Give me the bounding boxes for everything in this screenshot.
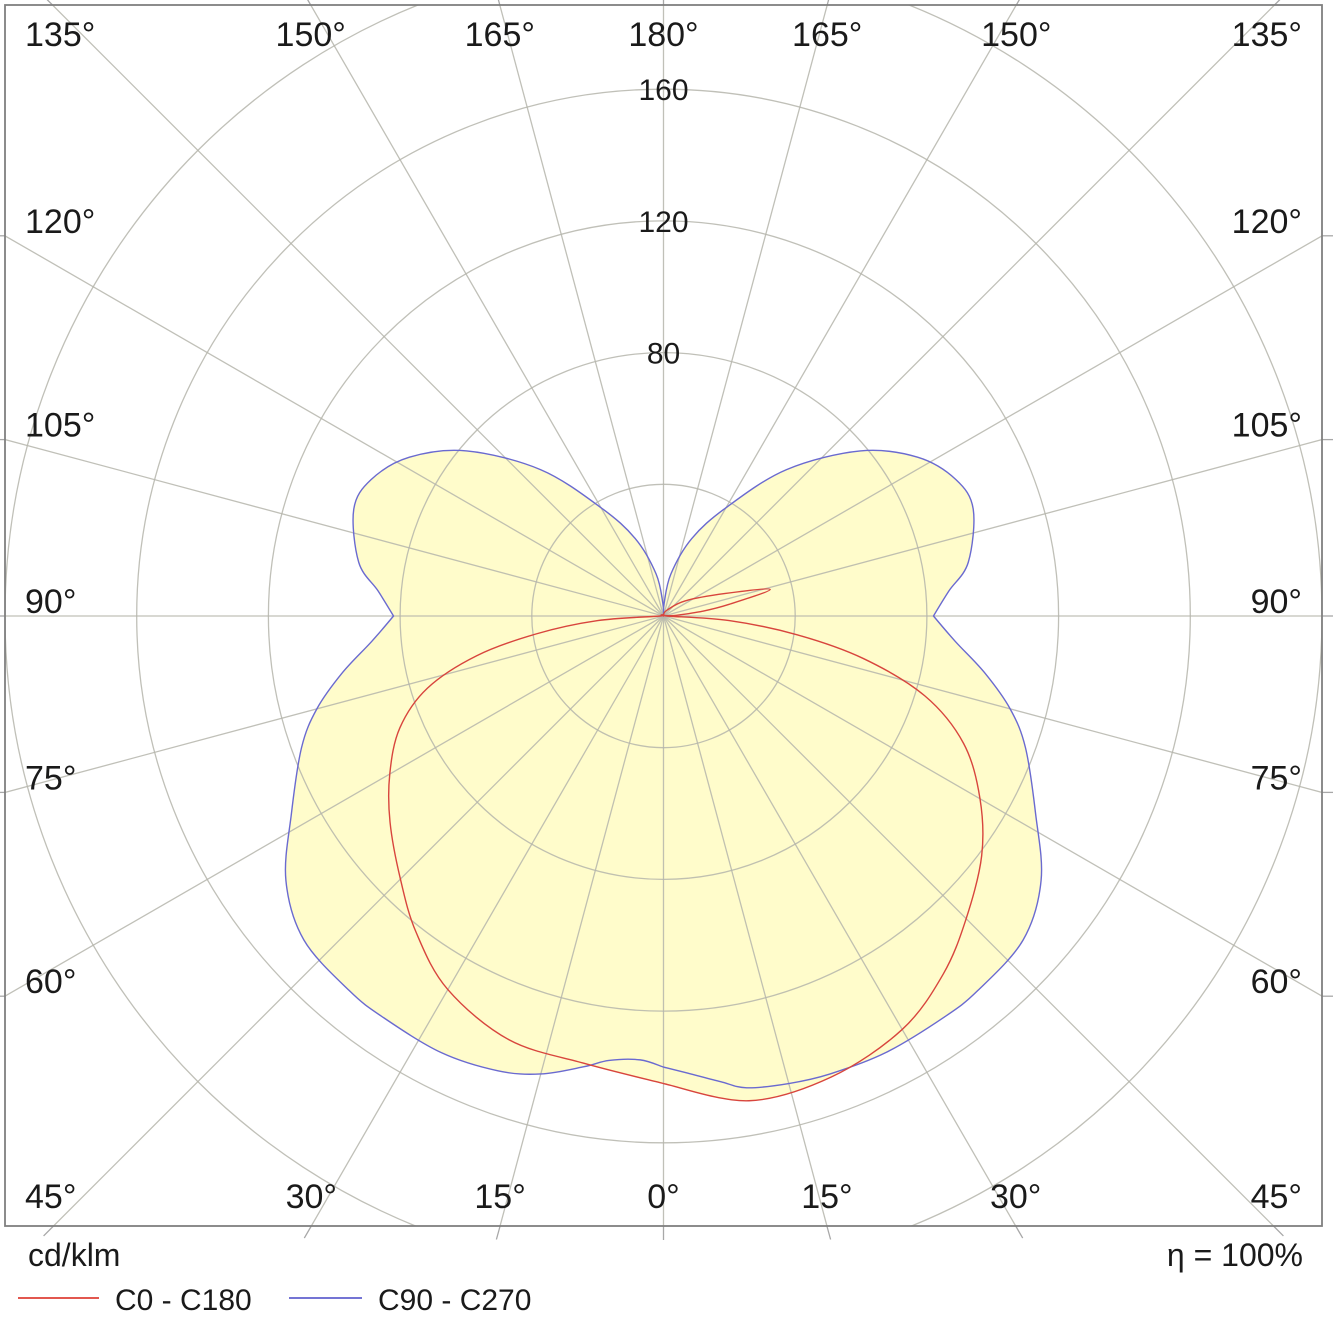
svg-text:180°: 180°: [628, 16, 698, 54]
svg-text:135°: 135°: [25, 16, 95, 54]
svg-text:30°: 30°: [990, 1178, 1041, 1216]
svg-text:90°: 90°: [1251, 583, 1302, 621]
svg-text:45°: 45°: [25, 1178, 76, 1216]
svg-text:75°: 75°: [25, 759, 76, 797]
svg-text:120°: 120°: [1232, 203, 1302, 241]
svg-text:135°: 135°: [1232, 16, 1302, 54]
svg-text:105°: 105°: [1232, 407, 1302, 445]
svg-text:150°: 150°: [981, 16, 1051, 54]
svg-text:120: 120: [638, 206, 688, 239]
svg-text:80: 80: [647, 338, 680, 371]
svg-text:105°: 105°: [25, 407, 95, 445]
svg-text:150°: 150°: [276, 16, 346, 54]
svg-text:0°: 0°: [647, 1178, 680, 1216]
svg-text:90°: 90°: [25, 583, 76, 621]
svg-text:15°: 15°: [474, 1178, 525, 1216]
svg-text:160: 160: [638, 74, 688, 107]
svg-text:75°: 75°: [1251, 759, 1302, 797]
svg-text:60°: 60°: [25, 963, 76, 1001]
svg-text:120°: 120°: [25, 203, 95, 241]
svg-text:165°: 165°: [792, 16, 862, 54]
svg-text:30°: 30°: [286, 1178, 337, 1216]
svg-text:165°: 165°: [465, 16, 535, 54]
svg-text:15°: 15°: [801, 1178, 852, 1216]
svg-text:60°: 60°: [1251, 963, 1302, 1001]
svg-text:45°: 45°: [1251, 1178, 1302, 1216]
